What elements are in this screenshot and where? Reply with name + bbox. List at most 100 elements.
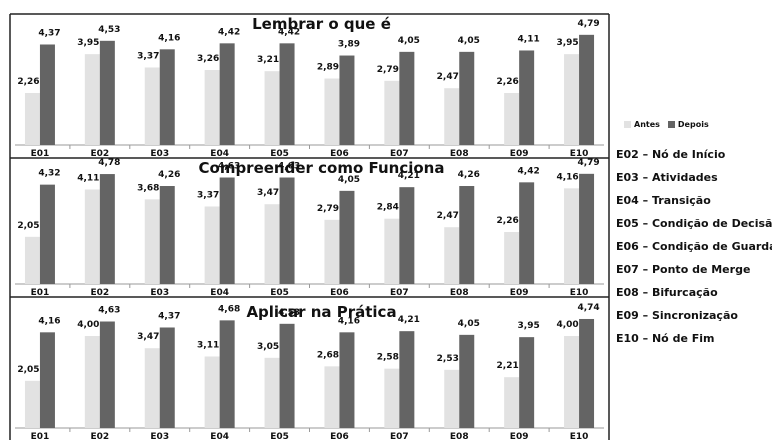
bar-antes (324, 366, 340, 428)
bar-antes (84, 54, 100, 145)
data-label-antes: 2,05 (17, 365, 39, 375)
data-label-antes: 2,21 (497, 361, 519, 371)
data-label-depois: 4,37 (38, 28, 60, 38)
data-label-antes: 3,05 (257, 342, 279, 352)
data-label-antes: 2,89 (317, 63, 339, 73)
data-label-depois: 4,63 (98, 306, 120, 316)
data-label-antes: 3,95 (556, 38, 578, 48)
data-label-depois: 4,05 (338, 175, 360, 185)
category-label: E10 (570, 432, 589, 440)
bar-depois (579, 34, 595, 145)
category-label: E03 (150, 432, 169, 440)
bar-antes (264, 204, 280, 284)
bar-depois (339, 190, 355, 284)
category-label: E03 (150, 149, 169, 159)
category-label: E10 (570, 149, 589, 159)
bar-depois (39, 44, 55, 145)
category-label: E08 (450, 288, 469, 298)
category-label: E04 (210, 149, 229, 159)
legend-item-e07: E07 – Ponto de Merge (616, 263, 751, 276)
bar-depois (519, 182, 535, 284)
data-label-depois: 4,16 (338, 316, 360, 326)
category-label: E09 (510, 149, 529, 159)
category-label: E09 (510, 432, 529, 440)
data-label-antes: 3,37 (197, 190, 219, 200)
bar-depois (459, 51, 475, 145)
bar-antes (84, 336, 100, 428)
legend-label-depois: Depois (677, 120, 709, 129)
data-label-depois: 4,21 (398, 315, 420, 325)
bar-antes (204, 356, 220, 428)
legend: Antes Depois E02 – Nó de Início E03 – At… (616, 120, 772, 350)
bar-depois (159, 327, 175, 428)
bar-depois (279, 43, 295, 146)
category-label: E01 (31, 432, 50, 440)
bar-antes (264, 71, 280, 145)
data-label-depois: 4,42 (518, 166, 540, 176)
legend-item-e04: E04 – Transição (616, 194, 711, 207)
bar-antes (204, 70, 220, 145)
bar-antes (264, 357, 280, 428)
category-label: E06 (330, 288, 349, 298)
bar-depois (219, 43, 235, 146)
data-label-depois: 4,68 (218, 304, 240, 314)
bar-antes (24, 380, 40, 428)
legend-item-e08: E08 – Bifurcação (616, 286, 718, 299)
data-label-depois: 4,05 (398, 36, 420, 46)
bar-depois (459, 334, 475, 428)
bar-antes (24, 236, 40, 284)
bar-antes (444, 88, 460, 145)
data-label-depois: 3,89 (338, 40, 360, 50)
data-label-depois: 4,79 (577, 158, 599, 168)
bar-depois (459, 186, 475, 284)
bar-depois (219, 320, 235, 428)
series-legend: Antes Depois (624, 120, 772, 129)
data-label-depois: 4,53 (278, 308, 300, 318)
bar-depois (99, 174, 115, 284)
bar-depois (279, 177, 295, 284)
data-label-depois: 3,95 (518, 321, 540, 331)
data-label-antes: 2,68 (317, 350, 339, 360)
legend-item-e10: E10 – Nó de Fim (616, 332, 715, 345)
bar-depois (99, 321, 115, 428)
data-label-antes: 2,26 (17, 77, 39, 87)
data-label-depois: 4,21 (398, 171, 420, 181)
category-label: E04 (210, 432, 229, 440)
data-label-depois: 4,53 (98, 25, 120, 35)
bar-depois (399, 331, 415, 428)
category-label: E02 (91, 288, 110, 298)
category-label: E07 (390, 432, 409, 440)
data-label-antes: 3,21 (257, 55, 279, 65)
bar-depois (279, 323, 295, 428)
category-label: E07 (390, 288, 409, 298)
legend-item-e05: E05 – Condição de Decisão (616, 217, 772, 230)
data-label-depois: 4,74 (577, 303, 599, 313)
category-label: E05 (270, 432, 289, 440)
legend-swatch-depois (667, 121, 675, 128)
data-label-antes: 4,16 (556, 172, 578, 182)
category-label: E10 (570, 288, 589, 298)
bar-antes (144, 67, 160, 145)
bar-depois (39, 184, 55, 284)
category-label: E02 (91, 149, 110, 159)
data-label-antes: 2,47 (437, 72, 459, 82)
bar-antes (564, 336, 580, 428)
data-label-depois: 4,79 (577, 19, 599, 29)
data-label-antes: 3,47 (137, 332, 159, 342)
legend-label-antes: Antes (634, 120, 660, 129)
data-label-antes: 2,79 (317, 204, 339, 214)
bar-depois (219, 177, 235, 284)
data-label-antes: 3,47 (257, 188, 279, 198)
bar-antes (384, 218, 400, 284)
panel-title: Aplicar na Prática (246, 303, 396, 321)
data-label-antes: 3,68 (137, 183, 159, 193)
bar-depois (339, 55, 355, 145)
bar-antes (444, 369, 460, 428)
data-label-depois: 4,32 (38, 169, 60, 179)
data-label-antes: 2,58 (377, 353, 399, 363)
data-label-depois: 4,05 (458, 319, 480, 329)
data-label-depois: 4,16 (38, 316, 60, 326)
bar-depois (39, 332, 55, 428)
bar-antes (564, 54, 580, 145)
